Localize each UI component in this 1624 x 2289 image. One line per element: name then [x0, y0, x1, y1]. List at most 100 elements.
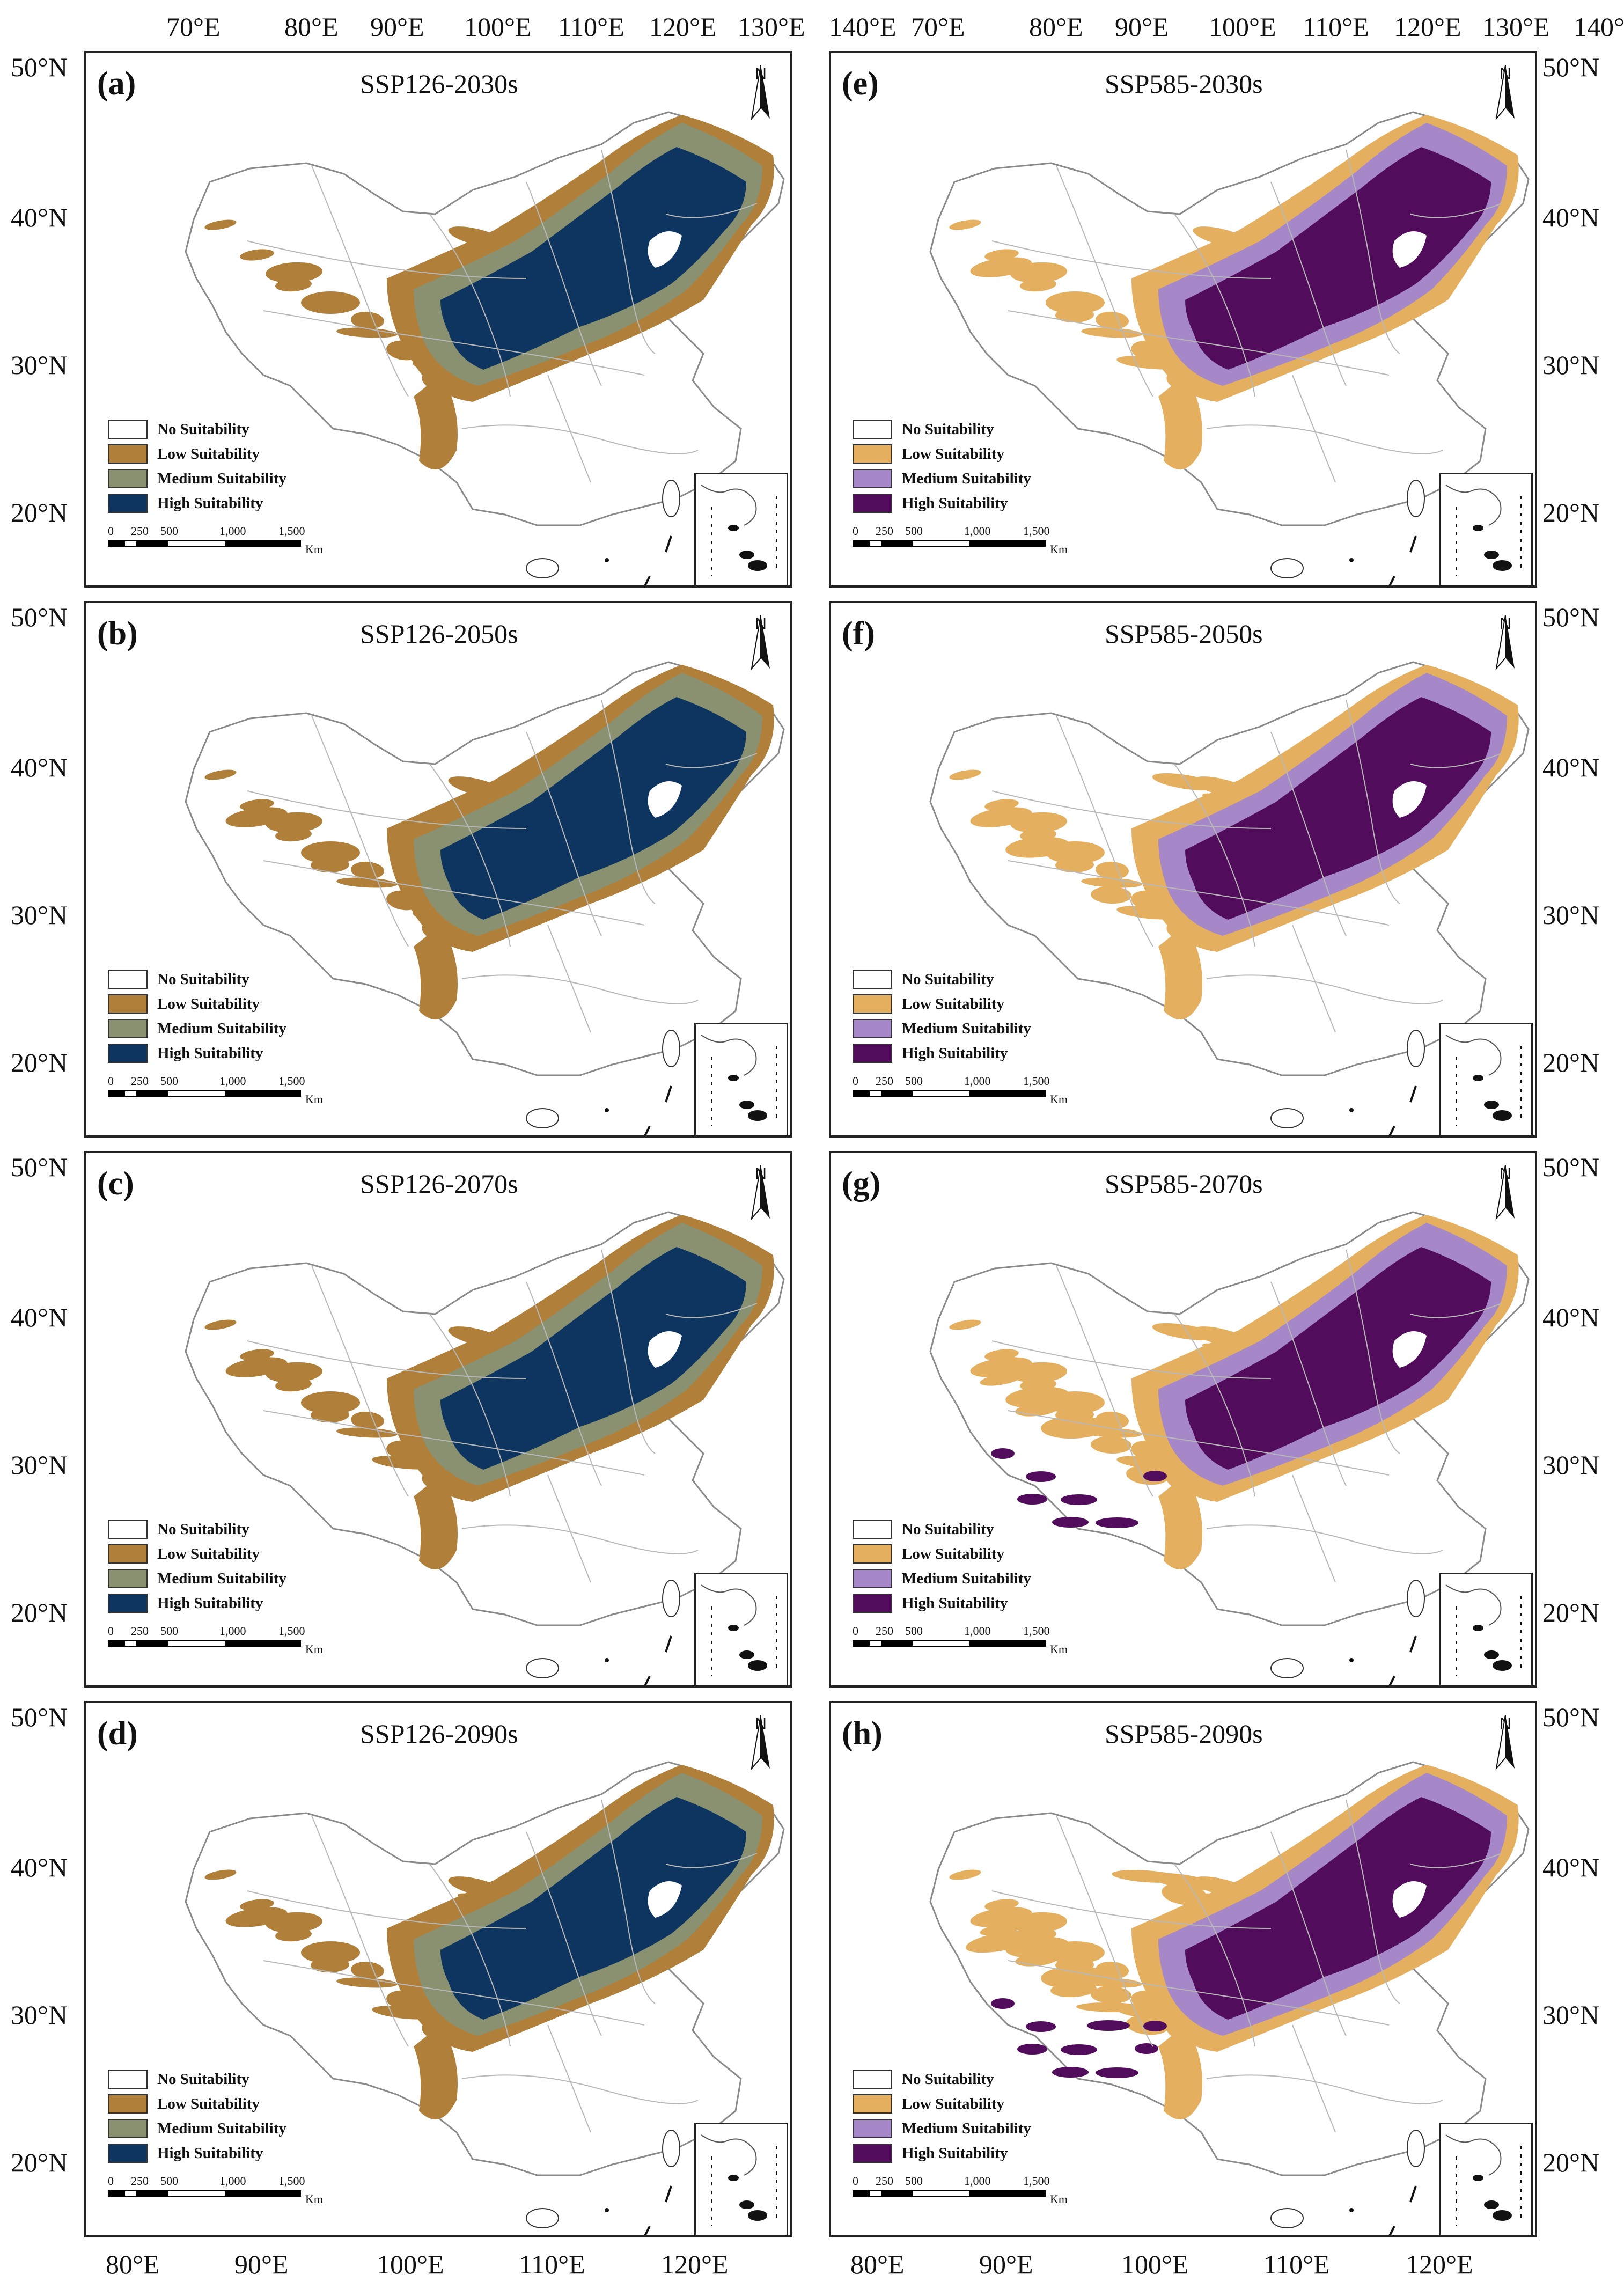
top-lon-label: 110°E [1303, 12, 1369, 42]
lat-label: 40°N [1542, 1852, 1600, 1882]
scale-tick-label: 500 [160, 2174, 178, 2188]
inset-island [1484, 2200, 1499, 2209]
province-boundary [991, 790, 1272, 829]
north-arrow-icon [1495, 65, 1515, 121]
scale-tick-label: 1,500 [278, 2174, 305, 2188]
inset-map [701, 485, 777, 576]
low-suitability-patch [204, 219, 237, 230]
legend-swatch [853, 2094, 892, 2114]
north-arrow: N [747, 615, 774, 695]
province-boundary [429, 1314, 511, 1497]
panel-letter: (f) [842, 615, 875, 652]
legend-item: High Suitability [108, 491, 286, 516]
top-lon-label: 100°E [464, 12, 532, 42]
scale-tick-label: 250 [876, 2174, 893, 2188]
scale-segment [971, 1090, 1046, 1097]
panel-letter: (a) [97, 65, 136, 102]
low-suitability-patch [414, 925, 458, 1019]
panel-title: SSP126-2050s [360, 619, 518, 649]
high-suitability-patch [1143, 2021, 1167, 2031]
low-suitability-patch [965, 1931, 1035, 1953]
panel-title: SSP126-2070s [360, 1169, 518, 1199]
legend-label: No Suitability [902, 1520, 994, 1538]
province-boundary [263, 860, 387, 883]
low-suitability-patch [275, 278, 312, 292]
taiwan-island [1407, 1030, 1425, 1067]
scale-segment [853, 1640, 869, 1647]
scale-bar: 0 250 500 1,000 1,500 Km [108, 524, 323, 556]
scale-tick-label: 1,500 [1023, 1074, 1050, 1088]
north-arrow-left-half [751, 65, 761, 121]
low-suitability-patch [311, 1957, 349, 1973]
province-boundary [247, 1890, 527, 1929]
legend-swatch [108, 1569, 148, 1588]
province-boundary [311, 1815, 409, 2047]
low-suitability-patch [1015, 1403, 1059, 1417]
high-suitability-patch [1096, 1517, 1138, 1528]
province-boundary [263, 1410, 387, 1433]
map-panel: (h) SSP585-2090s N No Suitability Low Suitab… [829, 1701, 1537, 2237]
bottom-lon-label: 90°E [979, 2249, 1033, 2279]
low-suitability-patch [949, 769, 981, 780]
high-suitability-patch [1017, 2044, 1047, 2055]
province-boundary [665, 1853, 758, 1868]
scale-segment [226, 2190, 301, 2197]
north-arrow-right-half [761, 615, 770, 669]
lat-label: 30°N [11, 350, 68, 380]
scale-segment [167, 1090, 226, 1097]
province-boundary [1131, 332, 1390, 376]
map-panel: (f) SSP585-2050s N No Suitability Low Suitab… [829, 601, 1537, 1138]
province-boundary [311, 165, 409, 397]
panel-letter: (b) [97, 615, 138, 652]
low-suitability-patch [970, 807, 1032, 827]
south-china-sea-inset [694, 473, 788, 585]
lat-label: 20°N [11, 2147, 68, 2177]
suitability-map [185, 661, 785, 1135]
taiwan-island [662, 480, 680, 517]
low-suitability-patch [336, 1427, 398, 1438]
legend-item: Medium Suitability [853, 2116, 1031, 2141]
province-boundary [1270, 181, 1347, 386]
taiwan-island [662, 1580, 680, 1617]
province-boundary [386, 1982, 645, 2026]
legend-item: Medium Suitability [853, 466, 1031, 491]
legend-label: Low Suitability [902, 1545, 1004, 1562]
scale-bar: 0 250 500 1,000 1,500 Km [108, 1074, 323, 1106]
high-suitability-zone [1185, 697, 1491, 920]
lat-label: 30°N [1542, 1450, 1600, 1480]
province-boundary [547, 1474, 591, 1583]
scale-tick-label: 250 [131, 524, 149, 538]
province-boundary [1008, 1960, 1132, 1983]
low-suitability-patch [949, 1319, 981, 1330]
lat-label: 40°N [11, 752, 68, 782]
panel-title: SSP585-2050s [1105, 619, 1263, 649]
scale-tick-label: 1,000 [964, 2174, 991, 2188]
hainan-island [526, 2208, 559, 2228]
high-suitability-zone [1185, 1247, 1491, 1470]
scale-segment [124, 1640, 137, 1647]
low-suitability-patch [1005, 1386, 1070, 1408]
low-suitability-patch [336, 327, 398, 338]
low-suitability-patch [1152, 773, 1217, 790]
low-suitability-patch [1005, 837, 1070, 858]
island-dot [1349, 2208, 1354, 2212]
scale-tick-label: 500 [905, 1624, 923, 1638]
province-boundary [1206, 2074, 1443, 2104]
inset-island [1493, 1110, 1512, 1121]
low-suitability-patch [1055, 857, 1094, 873]
inset-coastline [701, 1584, 757, 1626]
inset-dash-line [711, 496, 777, 576]
bottom-lon-label: 100°E [377, 2249, 444, 2279]
high-suitability-zone [440, 1247, 746, 1470]
inset-map [701, 1584, 777, 1676]
north-arrow-left-half [1495, 65, 1506, 121]
lat-label: 20°N [1542, 1597, 1600, 1627]
island-dot [1349, 1108, 1354, 1112]
legend-swatch [853, 1544, 892, 1564]
low-suitability-patch [949, 219, 981, 230]
lat-label: 40°N [11, 202, 68, 232]
legend-label: Low Suitability [157, 1545, 260, 1562]
inset-coastline [701, 1035, 757, 1076]
province-boundary [991, 240, 1272, 279]
north-arrow-right-half [1505, 615, 1515, 669]
